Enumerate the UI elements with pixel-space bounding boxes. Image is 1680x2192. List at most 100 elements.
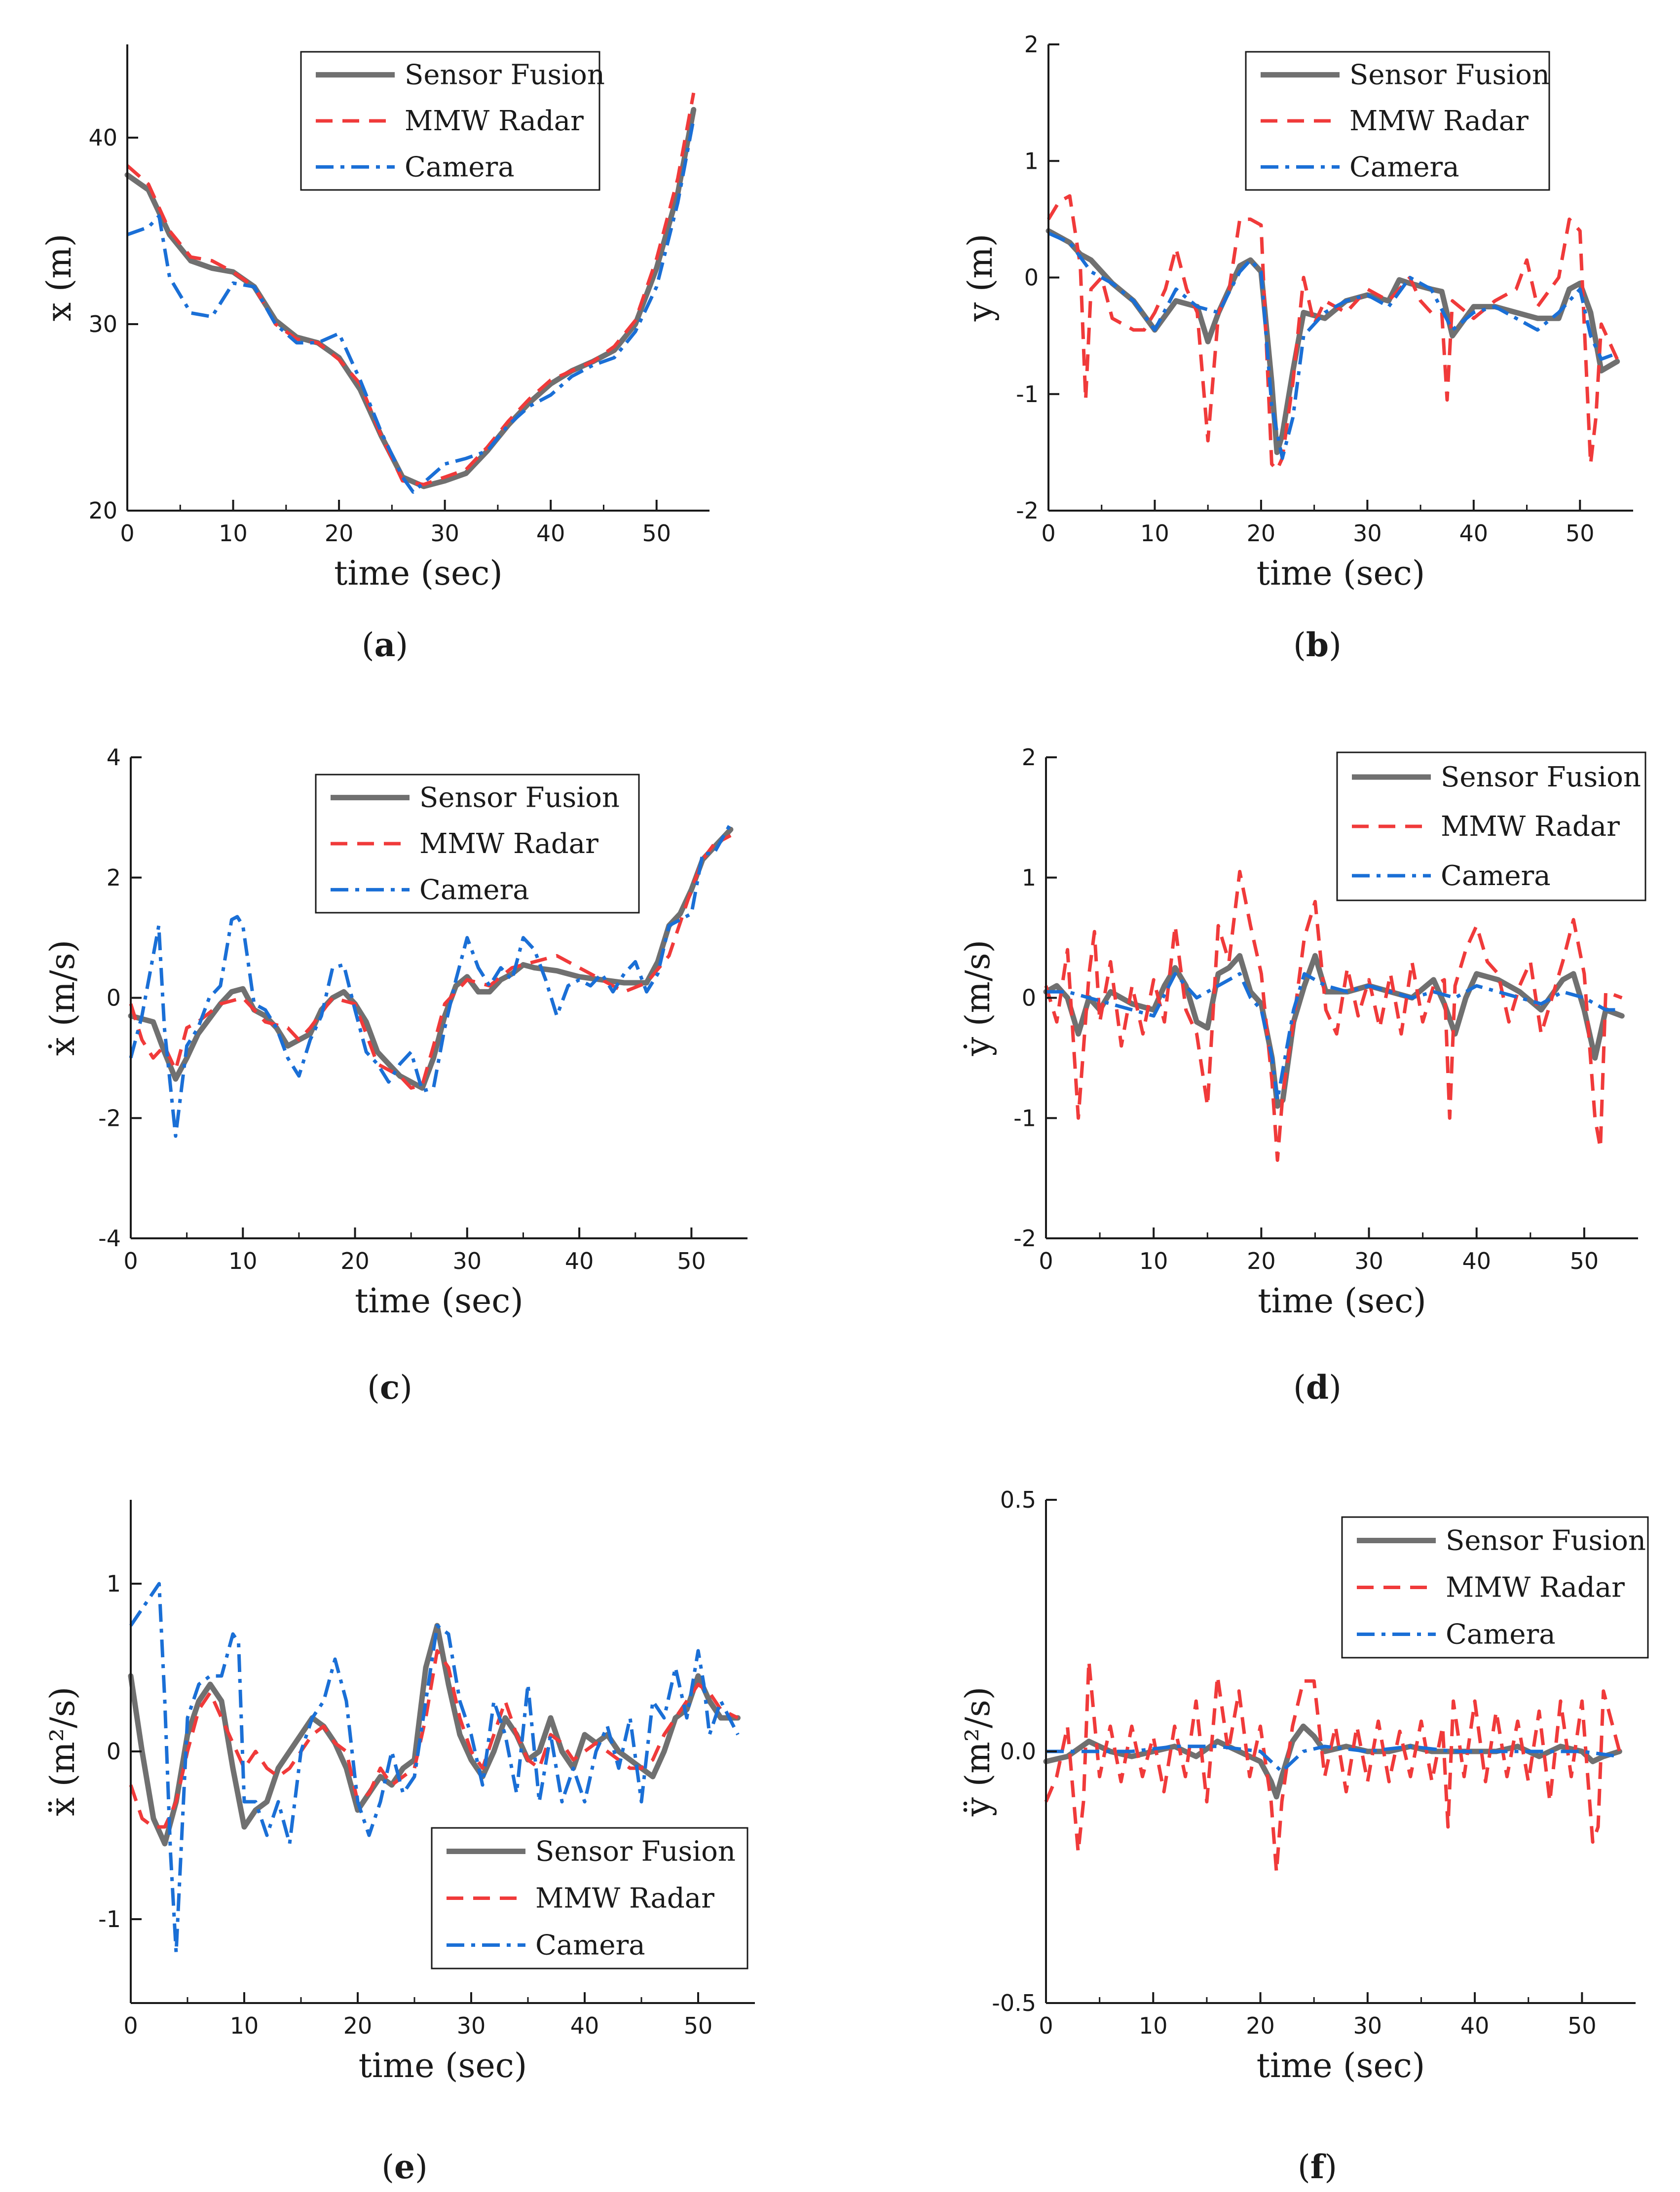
panel-label: (e) bbox=[381, 2148, 428, 2186]
y-tick-label: 0 bbox=[1024, 264, 1039, 291]
x-tick-label: 0 bbox=[1039, 1248, 1053, 1274]
x-tick-label: 10 bbox=[1139, 1248, 1168, 1274]
x-tick-label: 30 bbox=[453, 1248, 482, 1274]
legend-label: MMW Radar bbox=[1349, 105, 1529, 137]
chart-panel-e: 0 10 20 30 40 50 -1 0 1 time (sec) ẍ (m²/s) Sensor … bbox=[43, 1500, 755, 2186]
legend-label: Sensor Fusion bbox=[535, 1836, 736, 1868]
y-tick-label: 30 bbox=[88, 311, 117, 337]
panel-label-close: ) bbox=[1329, 626, 1342, 664]
x-tick-label: 0 bbox=[123, 2012, 138, 2039]
x-tick-label: 10 bbox=[1139, 2012, 1168, 2039]
series-line-mmw-radar bbox=[1047, 194, 1619, 472]
panel-label-open: ( bbox=[367, 1369, 380, 1407]
x-axis-label: time (sec) bbox=[1258, 1282, 1426, 1321]
x-tick-label: 20 bbox=[325, 520, 354, 547]
x-tick-label: 50 bbox=[684, 2012, 713, 2039]
legend: Sensor Fusion MMW Radar Camera bbox=[1341, 1516, 1649, 1659]
x-tick-label: 30 bbox=[430, 520, 459, 547]
panel-label-close: ) bbox=[395, 626, 408, 664]
panel-label-close: ) bbox=[1324, 2148, 1337, 2186]
x-tick-label: 0 bbox=[1041, 520, 1055, 547]
y-tick-label: 40 bbox=[88, 124, 117, 151]
x-axis-label: time (sec) bbox=[1257, 554, 1425, 593]
y-tick-label: -4 bbox=[98, 1225, 121, 1252]
legend-label: Sensor Fusion bbox=[1349, 59, 1550, 91]
y-tick-label: 1 bbox=[1022, 864, 1036, 891]
panel-label-open: ( bbox=[1293, 1369, 1306, 1407]
panel-label: (b) bbox=[1293, 626, 1342, 664]
y-tick-label: -2 bbox=[1016, 497, 1039, 524]
y-tick-label: 0 bbox=[107, 985, 121, 1011]
x-axis-label: time (sec) bbox=[355, 1282, 523, 1321]
panel-label: (d) bbox=[1293, 1368, 1342, 1407]
series-line-sensor-fusion bbox=[128, 826, 734, 1091]
chart-panel-c: 0 10 20 30 40 50 -4 -2 0 2 4 time (sec) ẋ (m/s) Senso… bbox=[43, 744, 747, 1407]
x-tick-label: 40 bbox=[536, 520, 565, 547]
legend-label: MMW Radar bbox=[405, 105, 584, 137]
series-line-camera bbox=[1046, 972, 1622, 1102]
panel-label-letter: d bbox=[1306, 1368, 1329, 1407]
y-tick-label: -1 bbox=[98, 1906, 121, 1932]
y-axis-label: y (m) bbox=[961, 234, 1000, 322]
y-tick-label: -2 bbox=[1013, 1225, 1036, 1252]
x-tick-label: 30 bbox=[1353, 520, 1382, 547]
panel-label-close: ) bbox=[400, 1369, 412, 1407]
x-tick-label: 0 bbox=[1039, 2012, 1053, 2039]
chart-panel-d: 0 10 20 30 40 50 -2 -1 0 1 2 time (sec) ẏ (m/s) Senso… bbox=[959, 744, 1646, 1407]
x-tick-label: 20 bbox=[343, 2012, 373, 2039]
legend-label: Sensor Fusion bbox=[405, 59, 605, 91]
x-tick-label: 20 bbox=[1246, 2012, 1275, 2039]
x-tick-label: 0 bbox=[123, 1248, 138, 1274]
legend-label: MMW Radar bbox=[1446, 1572, 1625, 1604]
legend-label: Camera bbox=[1349, 151, 1459, 183]
series-group bbox=[1043, 1659, 1622, 1874]
x-tick-label: 50 bbox=[1570, 1248, 1599, 1274]
y-axis-label: x (m) bbox=[40, 234, 79, 322]
series-line-camera bbox=[129, 822, 732, 1138]
panel-label-letter: b bbox=[1306, 626, 1329, 664]
x-tick-label: 30 bbox=[1354, 1248, 1383, 1274]
y-tick-label: -0.5 bbox=[992, 1990, 1036, 2016]
x-tick-label: 50 bbox=[1568, 2012, 1597, 2039]
chart-panel-b: 0 10 20 30 40 50 -2 -1 0 1 2 time (sec) y (m) Sensor … bbox=[961, 31, 1633, 664]
chart-panel-f: 0 10 20 30 40 50 -0.5 0.0 0.5 time (sec) ÿ (m²/s) S… bbox=[959, 1486, 1649, 2186]
series-line-mmw-radar bbox=[1044, 1659, 1621, 1874]
x-tick-label: 20 bbox=[340, 1248, 370, 1274]
series-line-mmw-radar bbox=[129, 1649, 739, 1829]
legend-label: Camera bbox=[1441, 860, 1551, 892]
panel-label-open: ( bbox=[381, 2148, 394, 2186]
panel-label: (c) bbox=[367, 1368, 412, 1407]
panel-label-close: ) bbox=[1329, 1369, 1342, 1407]
x-tick-label: 30 bbox=[1353, 2012, 1382, 2039]
x-tick-label: 40 bbox=[1459, 520, 1489, 547]
y-tick-label: 2 bbox=[1022, 744, 1036, 771]
y-axis-label: ÿ (m²/s) bbox=[959, 1687, 998, 1817]
series-line-camera bbox=[1046, 1745, 1620, 1774]
x-tick-label: 40 bbox=[1462, 1248, 1491, 1274]
y-tick-label: 0.5 bbox=[1000, 1486, 1036, 1513]
legend: Sensor Fusion MMW Radar Camera bbox=[315, 774, 640, 914]
y-tick-label: 0.0 bbox=[1000, 1738, 1036, 1765]
legend-label: Sensor Fusion bbox=[419, 782, 620, 814]
x-tick-label: 40 bbox=[565, 1248, 594, 1274]
x-tick-label: 10 bbox=[230, 2012, 259, 2039]
x-tick-label: 10 bbox=[1140, 520, 1169, 547]
y-tick-label: 0 bbox=[107, 1738, 121, 1765]
y-axis-label: ẍ (m²/s) bbox=[43, 1687, 82, 1817]
panel-label-open: ( bbox=[362, 626, 374, 664]
series-group bbox=[124, 92, 697, 494]
series-line-mmw-radar bbox=[1044, 870, 1623, 1162]
x-tick-label: 50 bbox=[1566, 520, 1595, 547]
series-line-sensor-fusion bbox=[128, 1623, 741, 1847]
x-axis-label: time (sec) bbox=[359, 2046, 527, 2085]
legend-label: Camera bbox=[405, 151, 515, 183]
x-tick-label: 40 bbox=[1460, 2012, 1490, 2039]
legend: Sensor Fusion MMW Radar Camera bbox=[431, 1827, 748, 1969]
series-group bbox=[1045, 194, 1620, 472]
y-tick-label: -1 bbox=[1016, 381, 1039, 408]
panel-label-close: ) bbox=[415, 2148, 428, 2186]
x-tick-label: 10 bbox=[219, 520, 248, 547]
x-tick-label: 20 bbox=[1247, 1248, 1276, 1274]
panel-label-open: ( bbox=[1298, 2148, 1310, 2186]
series-line-camera bbox=[129, 1582, 740, 1955]
